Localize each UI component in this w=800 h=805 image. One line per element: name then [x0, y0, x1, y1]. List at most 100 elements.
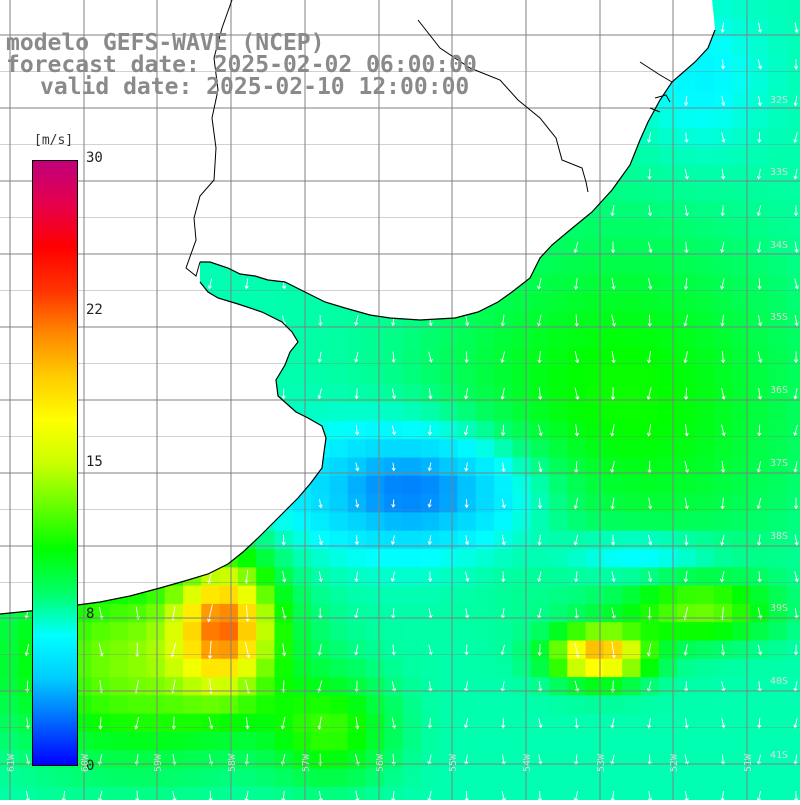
wind-cell — [695, 384, 715, 404]
wind-cell — [695, 219, 715, 239]
wind-cell — [366, 713, 385, 733]
wind-arrow — [756, 497, 762, 510]
wind-cell — [439, 622, 459, 642]
wind-cell — [603, 219, 623, 239]
wind-cell — [530, 732, 550, 751]
wind-cell — [695, 420, 715, 440]
wind-cell — [219, 677, 239, 696]
wind-cell — [256, 713, 276, 733]
wind-cell — [512, 695, 532, 715]
wind-cell — [732, 18, 751, 38]
wind-cell — [658, 658, 678, 678]
wind-cell — [750, 73, 770, 93]
wind-arrow — [354, 351, 359, 363]
wind-cell — [366, 402, 385, 422]
wind-cell — [311, 512, 330, 532]
wind-arrow — [721, 424, 726, 437]
wind-cell — [713, 146, 733, 166]
wind-cell — [695, 274, 715, 294]
wind-arrow — [574, 461, 579, 474]
wind-cell — [549, 585, 568, 605]
wind-arrow — [684, 534, 689, 546]
wind-cell — [512, 603, 532, 623]
wind-cell — [732, 256, 751, 276]
wind-cell — [695, 54, 715, 74]
wind-cell — [494, 475, 513, 495]
wind-cell — [750, 622, 770, 642]
wind-cell — [713, 36, 733, 56]
wind-cell — [402, 457, 422, 477]
wind-cell — [420, 366, 440, 385]
wind-arrow — [501, 717, 506, 729]
wind-cell — [457, 439, 477, 459]
wind-cell — [183, 677, 202, 696]
wind-cell — [329, 750, 349, 770]
wind-cell — [420, 585, 440, 605]
wind-cell — [329, 549, 349, 568]
wind-arrow — [391, 425, 397, 436]
wind-cell — [786, 732, 800, 751]
wind-arrow — [354, 680, 359, 693]
wind-cell — [402, 567, 422, 587]
wind-cell — [768, 549, 788, 568]
wind-cell — [36, 768, 56, 788]
wind-arrow — [390, 571, 396, 583]
wind-cell — [530, 292, 550, 312]
wind-cell — [768, 109, 788, 129]
wind-cell — [713, 0, 733, 19]
wind-cell — [494, 732, 513, 751]
wind-cell — [91, 768, 111, 788]
wind-arrow — [500, 387, 505, 400]
wind-cell — [732, 567, 751, 587]
wind-cell — [658, 585, 678, 605]
wind-arrow — [610, 424, 615, 437]
wind-arrow — [574, 680, 580, 693]
wind-cell — [475, 549, 495, 568]
wind-cell — [512, 732, 532, 751]
wind-cell — [402, 530, 422, 550]
colorbar — [32, 160, 78, 766]
wind-cell — [549, 420, 568, 440]
wind-cell — [329, 622, 349, 642]
wind-cell — [549, 640, 568, 660]
wind-cell — [695, 164, 715, 184]
wind-cell — [292, 292, 312, 312]
wind-arrow — [354, 388, 359, 400]
wind-arrow — [648, 497, 653, 510]
wind-cell — [439, 786, 459, 805]
wind-cell — [677, 292, 696, 312]
lon-label-55w: 55W — [448, 753, 459, 772]
wind-arrow — [611, 241, 616, 254]
wind-cell — [732, 402, 751, 422]
wind-cell — [146, 713, 166, 733]
wind-cell — [768, 494, 788, 513]
model-title: modelo GEFS-WAVE (NCEP) — [6, 30, 325, 56]
wind-cell — [347, 439, 367, 459]
wind-cell — [366, 347, 385, 367]
wind-cell — [695, 91, 715, 111]
wind-cell — [439, 567, 459, 587]
wind-cell — [658, 146, 678, 166]
wind-cell — [768, 640, 788, 660]
wind-cell — [0, 622, 19, 642]
wind-cell — [329, 658, 349, 678]
wind-arrow — [720, 22, 725, 34]
wind-cell — [713, 219, 733, 239]
wind-cell — [475, 750, 495, 770]
wind-arrow — [757, 571, 762, 583]
wind-cell — [183, 695, 202, 715]
wind-cell — [695, 658, 715, 678]
wind-cell — [658, 475, 678, 495]
wind-cell — [329, 475, 349, 495]
wind-cell — [494, 622, 513, 642]
wind-cell — [292, 640, 312, 660]
wind-cell — [695, 732, 715, 751]
wind-cell — [91, 658, 111, 678]
wind-arrow — [720, 534, 725, 546]
wind-cell — [585, 475, 605, 495]
wind-cell — [512, 494, 532, 513]
wind-cell — [109, 622, 129, 642]
wind-cell — [585, 567, 605, 587]
wind-arrow — [793, 388, 798, 400]
wind-cell — [475, 347, 495, 367]
